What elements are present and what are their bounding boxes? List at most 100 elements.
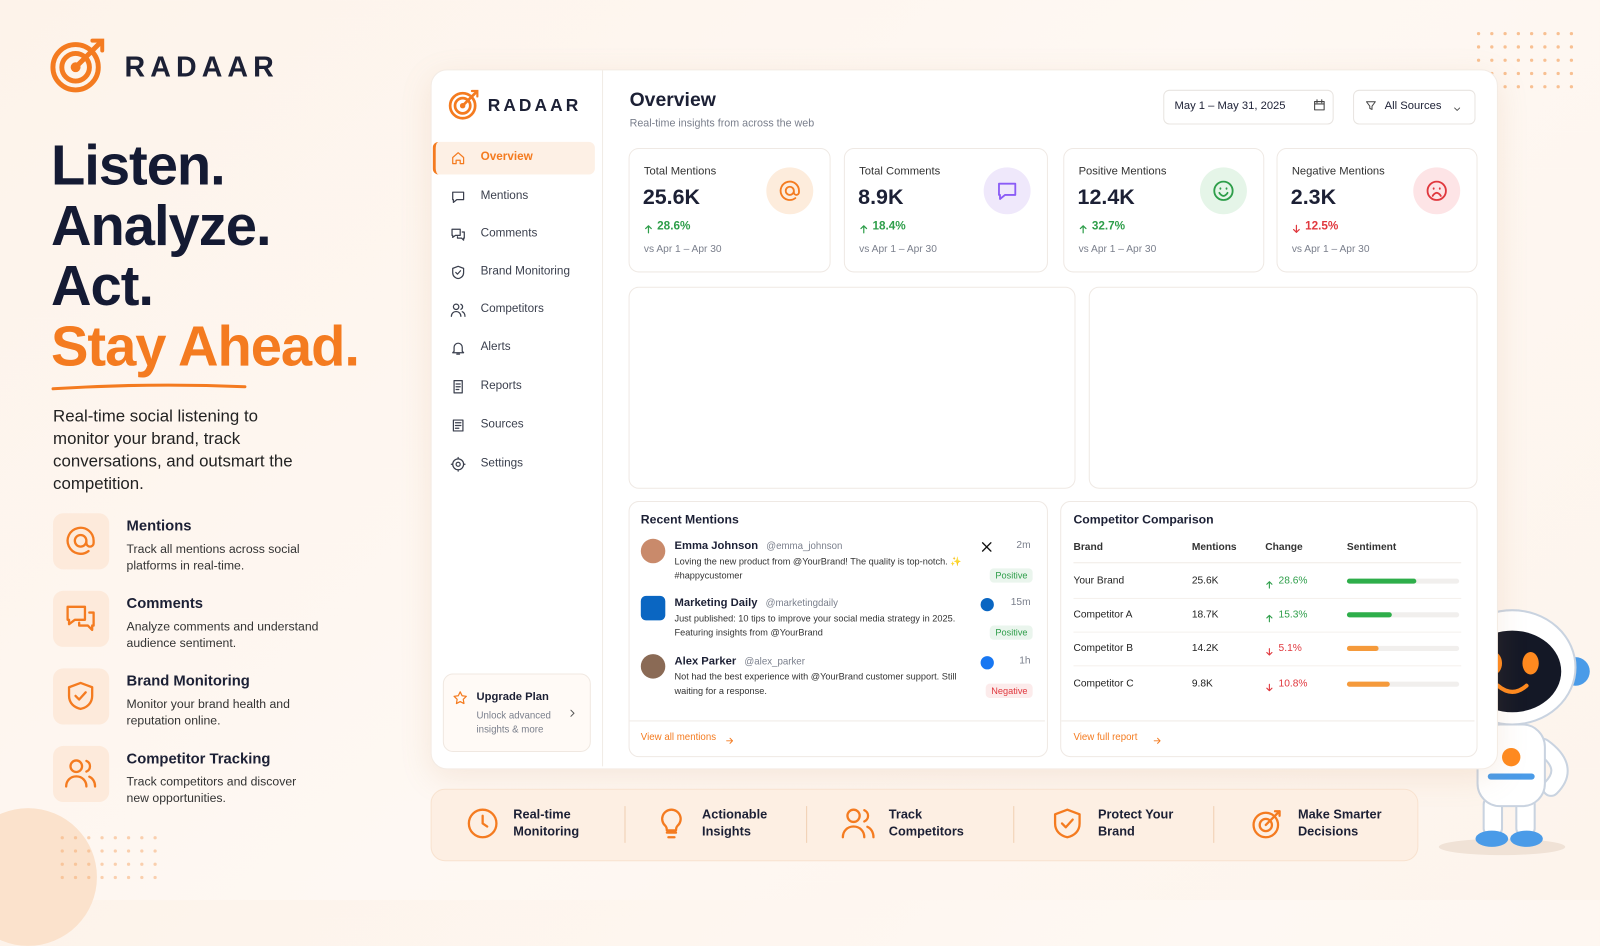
upgrade-icon <box>452 690 468 706</box>
kpi-trend-arrow <box>1078 221 1089 234</box>
graphic-part <box>450 456 466 472</box>
graphic-part <box>73 40 103 70</box>
graphic-part <box>1490 32 1494 36</box>
nav-item[interactable]: Settings <box>480 457 524 470</box>
view-report-link[interactable]: View full report <box>1073 731 1138 743</box>
benefit-text: Track Competitors <box>888 807 964 839</box>
kpi-period: vs Apr 1 – Apr 30 <box>859 243 937 256</box>
graphic-part <box>451 228 465 241</box>
graphic-part <box>1454 107 1461 111</box>
graphic-part <box>1556 45 1560 49</box>
graphic-part <box>1266 580 1273 589</box>
change-cell: 15.3% <box>1278 609 1308 621</box>
page-subtitle: Real-time insights from across the web <box>629 117 815 130</box>
graphic-part <box>570 709 575 717</box>
nav-icon <box>450 264 466 280</box>
mention-header: Alex Parker @alex_parker <box>674 655 804 667</box>
graphic-part <box>1556 32 1560 36</box>
graphic-part <box>1314 99 1325 111</box>
filter-icon <box>1364 99 1377 112</box>
mentions-cell: 14.2K <box>1191 642 1219 655</box>
graphic-part <box>1252 810 1281 839</box>
mention-text: Not had the best experience with @YourBr… <box>674 671 957 696</box>
nav-item[interactable]: Overview <box>480 151 533 164</box>
feature-title: Comments <box>126 595 203 613</box>
nav-item[interactable]: Sources <box>480 418 524 431</box>
graphic-part <box>661 808 682 839</box>
nav-item[interactable]: Alerts <box>480 340 511 354</box>
source-filter-text: All Sources <box>1384 99 1442 113</box>
graphic-part <box>448 91 477 120</box>
feature-icon <box>63 679 98 714</box>
calendar-icon <box>1312 98 1326 112</box>
view-all-link[interactable]: View all mentions <box>640 731 717 743</box>
graphic-part <box>140 836 144 840</box>
kpi-value: 25.6K <box>642 185 701 210</box>
graphic-part <box>1529 45 1534 49</box>
kpi-icon-bg <box>1199 167 1247 215</box>
sentiment-bar <box>1346 645 1379 652</box>
kpi-icon-bg <box>983 167 1031 215</box>
graphic-part <box>470 89 479 98</box>
nav-item[interactable]: Brand Monitoring <box>480 265 570 278</box>
graphic-part <box>452 419 464 432</box>
graphic-part <box>1543 85 1547 89</box>
graphic-part <box>645 225 652 234</box>
feature-icon <box>63 601 98 636</box>
graphic-part <box>998 182 1017 200</box>
sentiment-bar <box>1346 681 1390 687</box>
feature-text: Analyze comments and understand audience… <box>126 619 319 650</box>
kpi-period: vs Apr 1 – Apr 30 <box>1078 243 1157 256</box>
kpi-change: 32.7% <box>1091 220 1126 233</box>
upgrade-card[interactable] <box>442 673 591 753</box>
mention-time: 1h <box>1019 655 1031 667</box>
graphic-part <box>1079 225 1087 234</box>
mention-handle: @emma_johnson <box>766 540 843 553</box>
avatar <box>640 538 666 564</box>
date-range-text: May 1 – May 31, 2025 <box>1174 99 1286 113</box>
graphic-part <box>1053 808 1081 839</box>
graphic-part <box>1487 773 1535 780</box>
date-range-picker[interactable] <box>1163 89 1334 125</box>
benefit-text: Make Smarter Decisions <box>1297 807 1382 839</box>
graphic-part <box>1503 85 1507 89</box>
nav-icon <box>450 189 466 205</box>
graphic-part <box>67 681 94 711</box>
graphic-part <box>1516 58 1520 62</box>
graphic-part <box>1454 107 1461 111</box>
nav-item[interactable]: Mentions <box>480 189 529 203</box>
feature-title: Brand Monitoring <box>126 673 250 690</box>
headline-line: Act. <box>51 254 154 318</box>
graphic-part <box>60 875 64 880</box>
headline-underline <box>51 380 247 392</box>
feature-title: Competitor Tracking <box>126 751 271 768</box>
graphic-part <box>1490 45 1494 49</box>
kpi-label: Negative Mentions <box>1291 165 1385 178</box>
graphic-part <box>1529 85 1534 89</box>
graphic-part <box>140 849 144 853</box>
sentiment-badge: Negative <box>986 683 1033 698</box>
graphic-part <box>1365 101 1376 110</box>
source-filter[interactable] <box>1353 89 1476 125</box>
nav-icon <box>450 379 466 395</box>
graphic-part <box>450 303 466 317</box>
graphic-part <box>1569 45 1574 49</box>
feature-text: Monitor your brand health and reputation… <box>126 696 290 728</box>
sentiment-badge: Positive <box>990 568 1033 583</box>
kpi-value: 2.3K <box>1290 185 1337 210</box>
column-header: Sentiment <box>1346 541 1397 554</box>
nav-item[interactable]: Comments <box>480 227 538 240</box>
graphic-part <box>841 808 875 839</box>
graphic-part <box>1365 101 1376 110</box>
nav-item[interactable]: Reports <box>480 379 522 392</box>
sentiment-badge: Positive <box>990 625 1033 640</box>
panel-divider <box>629 720 1045 722</box>
mention-header: Emma Johnson @emma_johnson <box>674 540 842 552</box>
kpi-icon <box>1424 179 1448 203</box>
graphic-part <box>1529 58 1534 62</box>
kpi-value: 8.9K <box>858 185 904 210</box>
panel-title: Competitor Comparison <box>1073 512 1214 527</box>
nav-item[interactable]: Competitors <box>480 303 544 316</box>
benefit-text: Real-time Monitoring <box>513 807 580 839</box>
